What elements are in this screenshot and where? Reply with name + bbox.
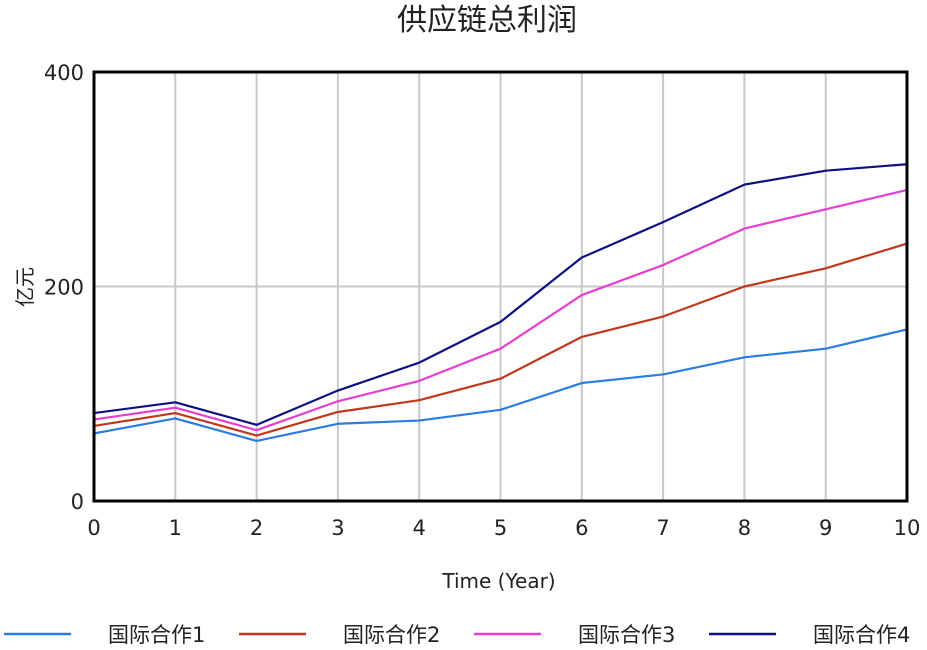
series-line	[93, 242, 908, 437]
legend: 国际合作1 国际合作2 国际合作3 国际合作4	[4, 623, 910, 647]
x-tick-label: 3	[331, 516, 344, 540]
x-tick-label: 2	[250, 516, 263, 540]
y-tick-label: 0	[71, 490, 84, 514]
x-tick-label: 9	[819, 516, 832, 540]
x-tick-label: 4	[413, 516, 426, 540]
y-axis-label: 亿元	[13, 267, 37, 307]
x-tick-label: 0	[87, 516, 100, 540]
series-line	[93, 328, 908, 443]
chart-title: 供应链总利润	[397, 3, 577, 38]
legend-label: 国际合作2	[343, 623, 440, 647]
y-tick-label: 200	[44, 276, 84, 300]
x-tick-label: 1	[169, 516, 182, 540]
x-axis-label: Time (Year)	[441, 569, 555, 593]
series-line	[93, 163, 908, 426]
x-tick-label: 5	[494, 516, 507, 540]
plot-frame	[92, 70, 909, 503]
legend-label: 国际合作4	[813, 623, 910, 647]
legend-label: 国际合作1	[108, 623, 205, 647]
x-tick-label: 10	[894, 516, 921, 540]
x-tick-labels: 0 1 2 3 4 5 6 7 8 9 10	[87, 516, 920, 540]
y-tick-labels: 0 200 400	[44, 61, 84, 514]
x-tick-label: 6	[575, 516, 588, 540]
grid-lines	[93, 71, 908, 502]
y-tick-label: 400	[44, 61, 84, 85]
series-lines	[93, 163, 908, 443]
x-tick-label: 7	[656, 516, 669, 540]
legend-label: 国际合作3	[578, 623, 675, 647]
series-line	[93, 188, 908, 432]
x-tick-label: 8	[738, 516, 751, 540]
